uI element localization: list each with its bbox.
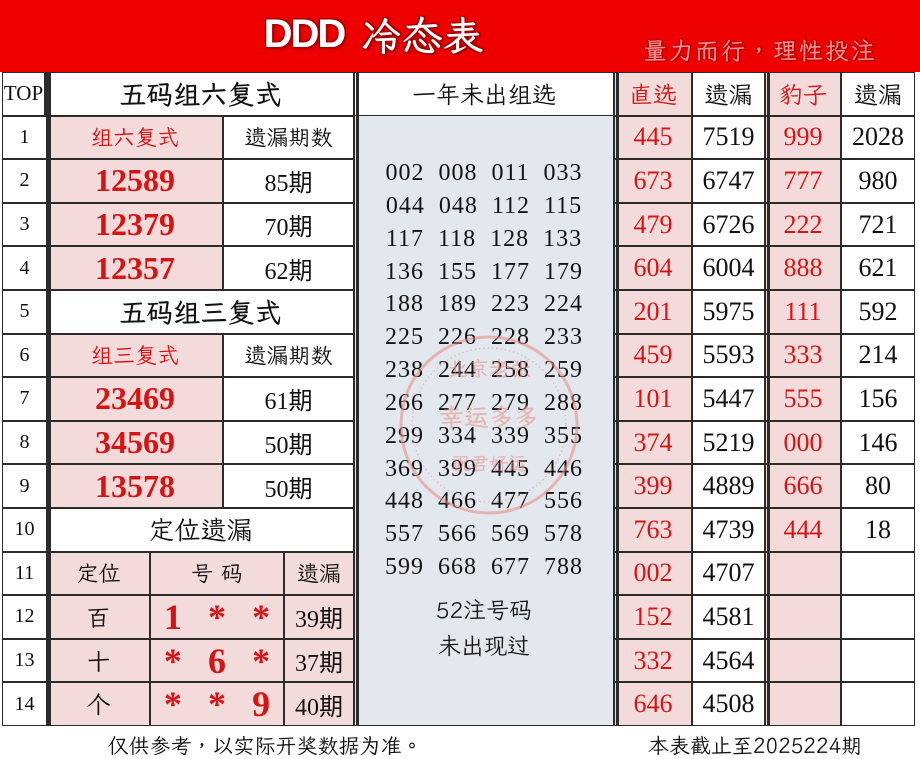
svg-text:幸运多多: 幸运多多 [439,401,539,434]
svg-text:北京老张: 北京老张 [447,354,531,382]
svg-text:祝君好运: 祝君好运 [451,451,527,476]
